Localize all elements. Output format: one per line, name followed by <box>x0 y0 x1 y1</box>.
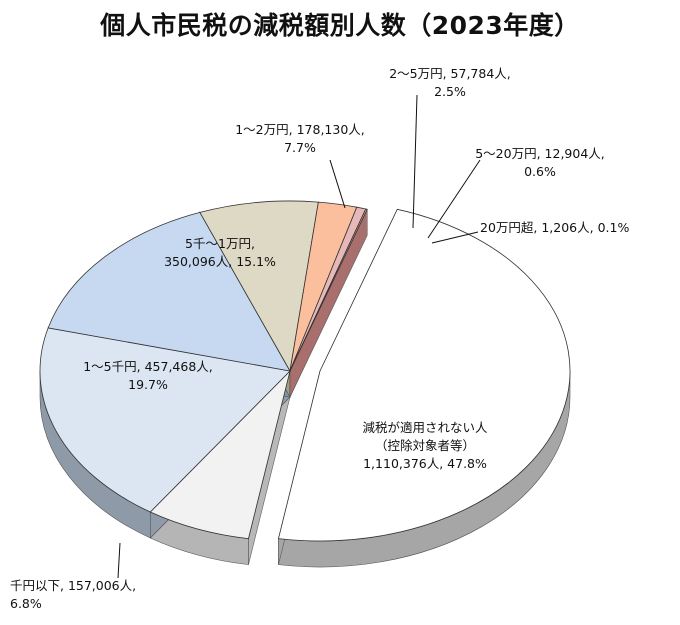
leader-line-6 <box>427 159 481 239</box>
data-label-1: 千円以下, 157,006人, 6.8% <box>10 578 136 611</box>
leader-line-1 <box>117 542 121 579</box>
data-label-7: 20万円超, 1,206人, 0.1% <box>480 220 629 235</box>
slice-1 <box>149 369 291 540</box>
data-label-6: 5～20万円, 12,904人, 0.6% <box>475 146 605 179</box>
leader-line-7 <box>431 231 479 244</box>
slice-0 <box>277 208 571 542</box>
data-label-3: 5千～1万円, 350,096人, 15.1% <box>164 236 276 269</box>
leader-line-5 <box>412 94 418 229</box>
data-label-0: 減税が適用されない人（控除対象者等） 1,110,376人, 47.8% <box>362 420 488 471</box>
leader-lines <box>117 94 481 579</box>
data-label-5: 2～5万円, 57,784人, 2.5% <box>389 66 511 99</box>
chart-title: 個人市民税の減税額別人数（2023年度） <box>100 11 580 40</box>
data-label-2: 1～5千円, 457,468人, 19.7% <box>83 359 213 392</box>
data-label-4: 1～2万円, 178,130人, 7.7% <box>235 122 365 155</box>
slice-4 <box>199 200 319 373</box>
data-labels: 減税が適用されない人（控除対象者等） 1,110,376人, 47.8% 千円以下,… <box>10 66 629 611</box>
slice-7 <box>289 208 368 372</box>
slice-2 <box>39 327 291 513</box>
leader-line-4 <box>329 159 346 209</box>
pie-tops <box>39 200 571 542</box>
slice-3 <box>47 211 291 372</box>
